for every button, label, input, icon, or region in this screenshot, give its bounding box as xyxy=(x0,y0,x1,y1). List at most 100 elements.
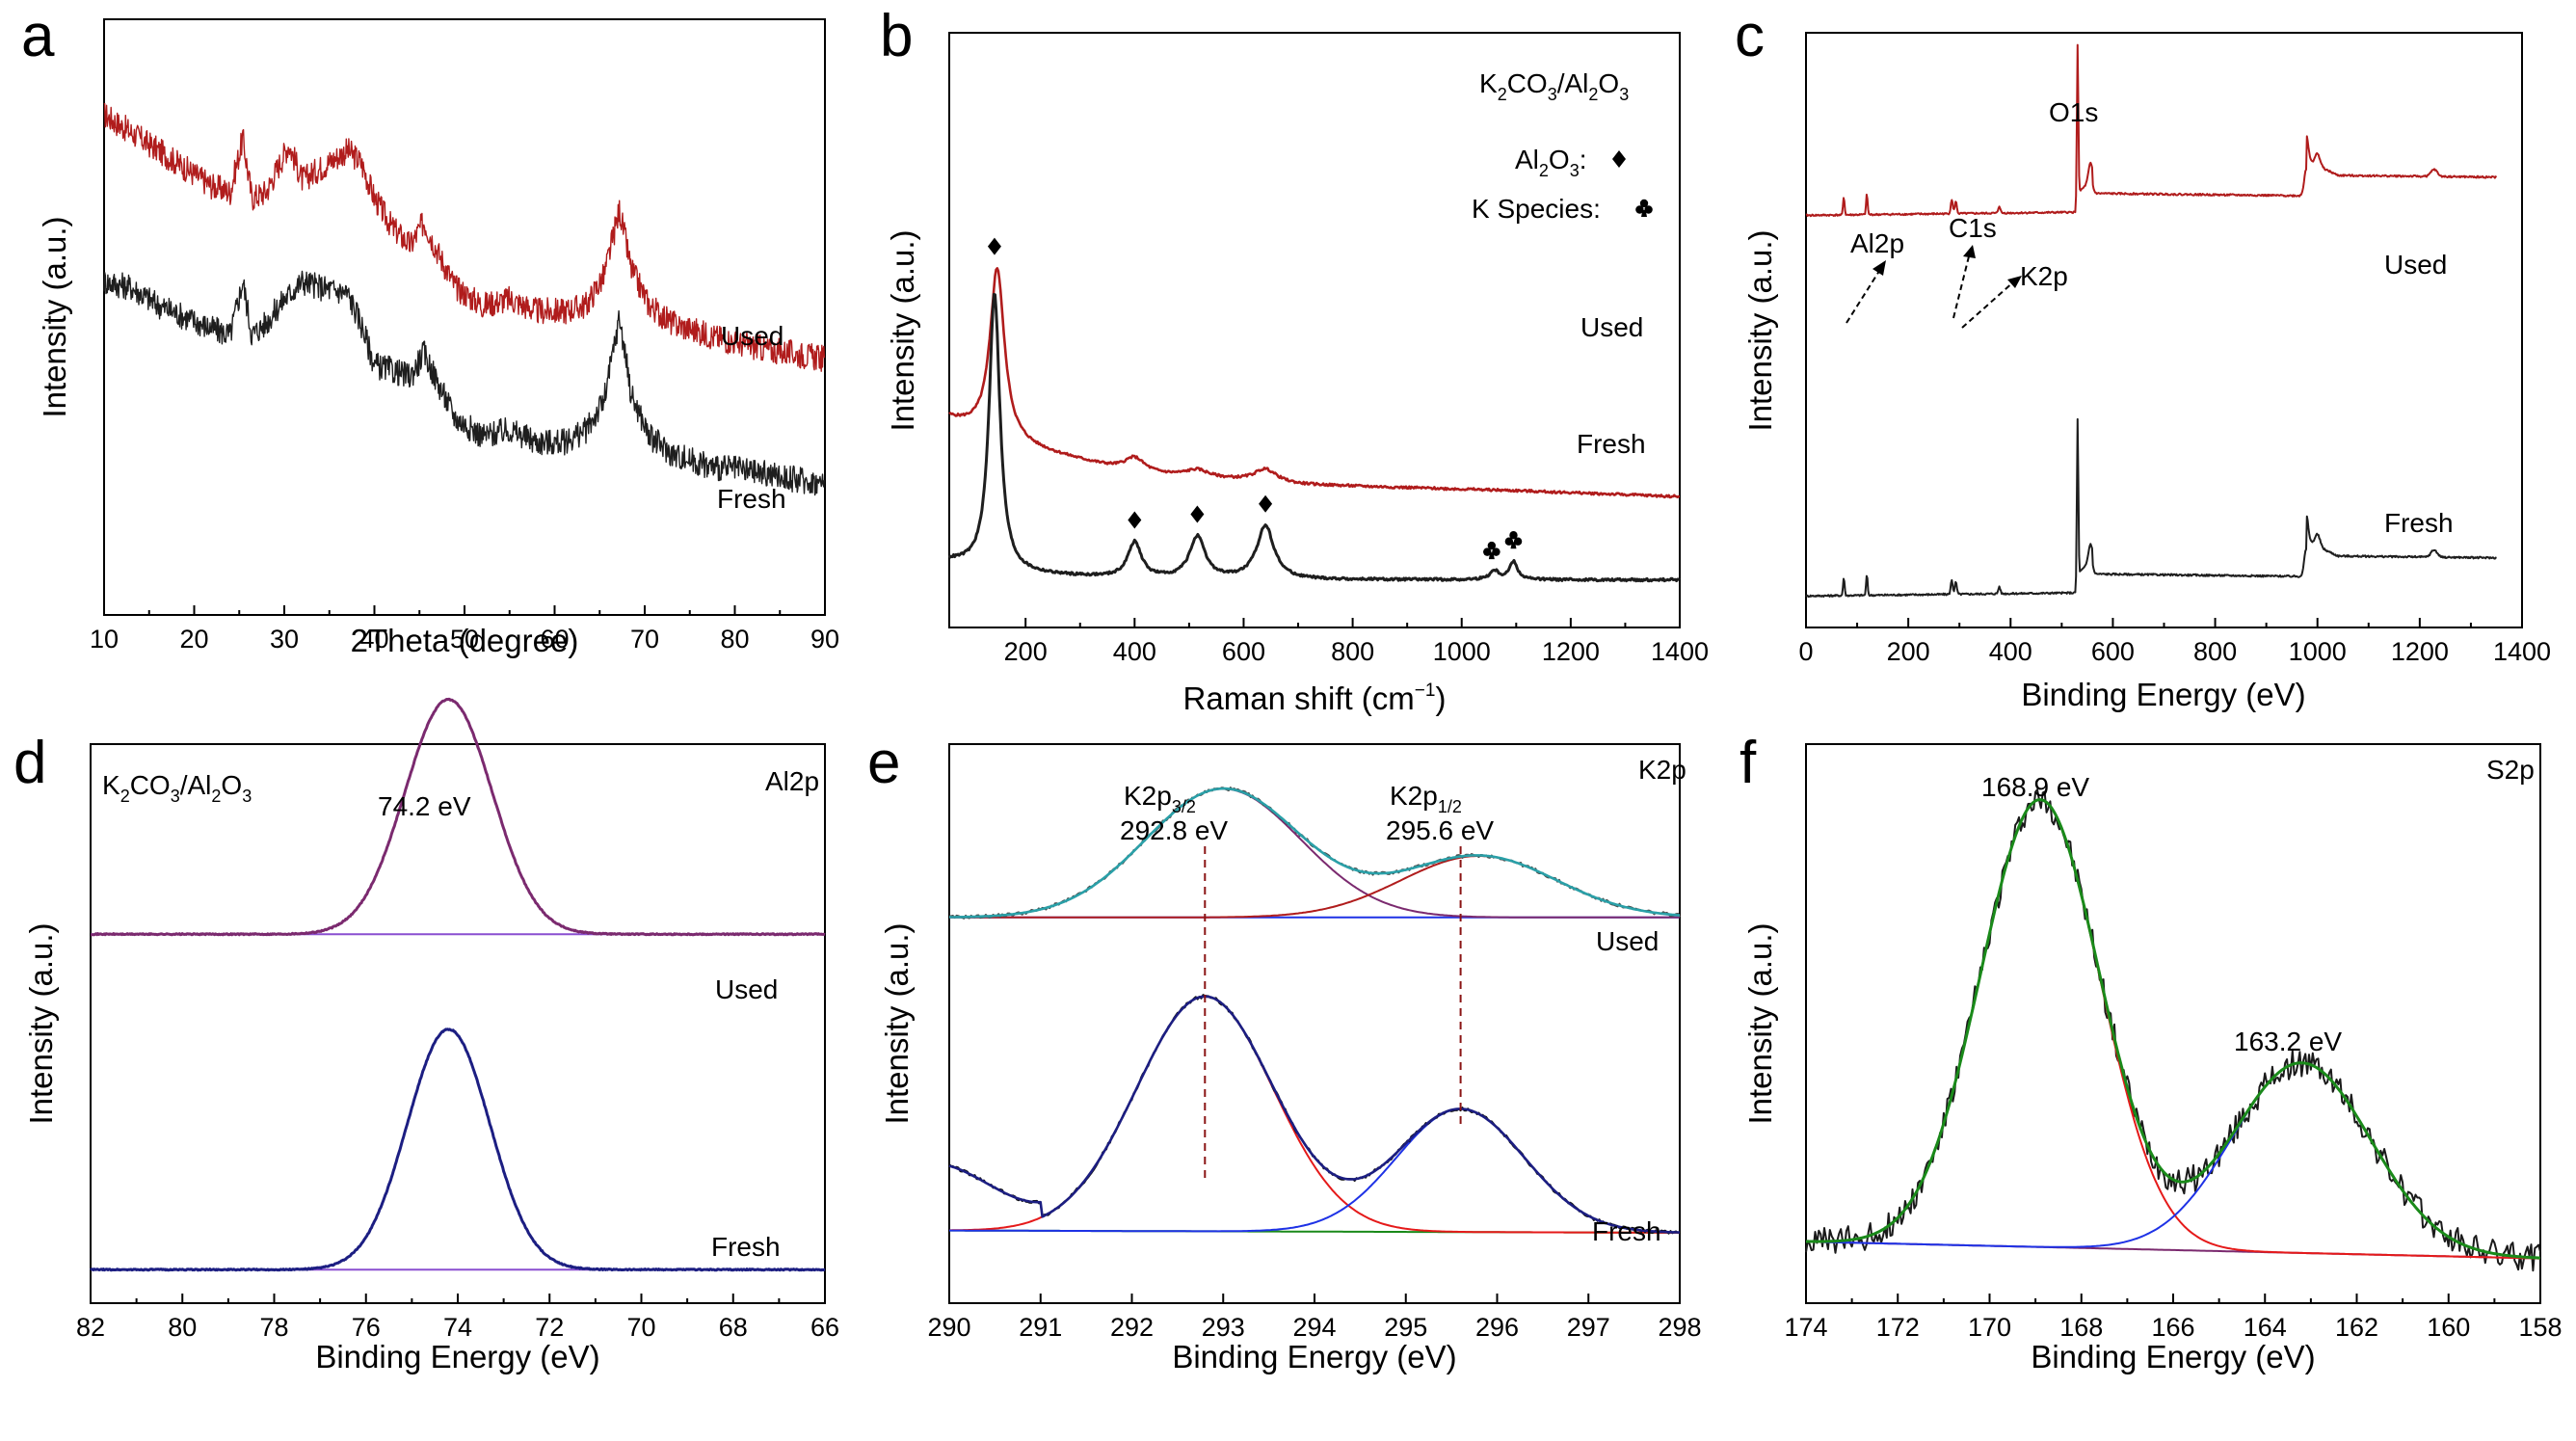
panel-b-xtick-label: 1400 xyxy=(1651,637,1709,666)
panel-f-xtick-label: 160 xyxy=(2427,1313,2470,1342)
panel-a-ylabel: Intensity (a.u.) xyxy=(37,216,72,417)
panel-f-xtick-label: 166 xyxy=(2151,1313,2194,1342)
panel-e-xtick-label: 291 xyxy=(1019,1313,1062,1342)
panel-e-peak1-name: K2p3/2 xyxy=(1124,781,1196,816)
panel-c-xtick-label: 800 xyxy=(2193,637,2237,666)
panel-f-raw xyxy=(1805,788,2541,1272)
panel-a-xtick-label: 30 xyxy=(270,625,299,654)
panel-c-used-label: Used xyxy=(2384,250,2447,280)
panel-b-series xyxy=(947,267,1681,583)
panel-c-ylabel: Intensity (a.u.) xyxy=(1742,229,1778,431)
panel-e-used-label: Used xyxy=(1596,926,1659,956)
panel-f-xtick-label: 162 xyxy=(2335,1313,2378,1342)
panel-c-xtick-label: 0 xyxy=(1798,637,1813,666)
panel-d-xtick-label: 76 xyxy=(352,1313,381,1342)
panel-e-corner-label: K2p xyxy=(1638,755,1686,785)
panel-f-xtick-label: 170 xyxy=(1968,1313,2011,1342)
panel-e-fit-used xyxy=(949,787,1681,919)
panel-d-xtick-label: 80 xyxy=(168,1313,197,1342)
panel-c-frame xyxy=(1805,32,2523,628)
panel-d-xtick-label: 70 xyxy=(626,1313,655,1342)
panel-d-frame xyxy=(90,743,826,1304)
panel-e-ylabel: Intensity (a.u.) xyxy=(879,922,915,1124)
panel-c-letter: c xyxy=(1735,3,1765,69)
panel-f-fit xyxy=(1806,798,2541,1260)
panel-b-letter: b xyxy=(880,3,913,69)
panel-e-frame xyxy=(948,743,1681,1304)
panel-a-letter: a xyxy=(21,3,55,69)
panel-a-line-used xyxy=(103,102,826,372)
panel-d-letter: d xyxy=(13,730,46,796)
panel-d-xticks: 82 80 78 76 74 72 70 68 66 xyxy=(76,1294,839,1342)
panel-d-xtick-label: 82 xyxy=(76,1313,105,1342)
panel-b-line-fresh xyxy=(947,292,1681,583)
panel-e: e 290 291 292 293 294 295 296 297 298 K2p K2p3/2… xyxy=(867,730,1702,1374)
panel-b-xtick-label: 800 xyxy=(1331,637,1374,666)
panel-a-fresh-label: Fresh xyxy=(717,484,786,514)
panel-e-xtick-label: 290 xyxy=(927,1313,970,1342)
panel-e-peak1-value: 292.8 eV xyxy=(1120,815,1228,845)
panel-c-arrows xyxy=(1846,252,2015,329)
panel-b-legend-al2o3: Al2O3: xyxy=(1515,145,1587,180)
panel-a-xtick-label: 50 xyxy=(450,625,479,654)
panel-d-title: K2CO3/Al2O3 xyxy=(102,770,252,806)
panel-d-used-label: Used xyxy=(715,974,778,1004)
panel-f-series xyxy=(1805,788,2541,1272)
panel-c-al2p-label: Al2p xyxy=(1850,228,1904,258)
panel-a-xticks: 10 20 30 40 50 60 70 80 90 xyxy=(90,605,839,654)
panel-d-xtick-label: 78 xyxy=(259,1313,288,1342)
panel-b-xticks: 200 400 600 800 1000 1200 1400 xyxy=(1004,618,1709,666)
panel-a-xtick-label: 60 xyxy=(540,625,569,654)
panel-b-legend-k: K Species: xyxy=(1472,194,1601,224)
panel-c-xticks: 0 200 400 600 800 1000 1200 1400 xyxy=(1798,618,2551,666)
panel-d-xtick-label: 66 xyxy=(810,1313,839,1342)
panel-c-xtick-label: 400 xyxy=(1989,637,2032,666)
panel-d-series xyxy=(89,697,826,1272)
panel-e-xtick-label: 298 xyxy=(1658,1313,1701,1342)
panel-d-line-used xyxy=(90,697,826,937)
panel-f-xtick-label: 168 xyxy=(2059,1313,2103,1342)
panel-e-xtick-label: 294 xyxy=(1292,1313,1336,1342)
panel-a: a 10 20 30 40 50 60 70 80 90 Used Fresh 2Theta (… xyxy=(21,3,839,658)
panel-e-xtick-label: 295 xyxy=(1384,1313,1427,1342)
panel-d: d 82 80 78 76 74 72 70 68 66 K2CO3/Al2O3 Al2p 74… xyxy=(13,697,839,1374)
panel-b-frame xyxy=(948,32,1681,628)
panel-f-peak1-label: 168.9 eV xyxy=(1981,772,2089,802)
panel-c-xtick-label: 600 xyxy=(2091,637,2135,666)
panel-e-comp1-fresh xyxy=(949,995,1680,1234)
panel-f-xlabel: Binding Energy (eV) xyxy=(2031,1339,2315,1374)
panel-b-xlabel: Raman shift (cm−1) xyxy=(1183,680,1447,716)
panel-b: b 200 400 600 800 1000 1200 1400 K2CO3/Al2O3 A… xyxy=(880,3,1709,716)
panel-a-xtick-label: 10 xyxy=(90,625,119,654)
panel-b-fresh-label: Fresh xyxy=(1577,429,1646,459)
panel-d-xlabel: Binding Energy (eV) xyxy=(315,1339,599,1374)
diamond-marker-icon xyxy=(1128,511,1142,529)
diamond-marker-icon xyxy=(1259,494,1273,513)
panel-f-xtick-label: 158 xyxy=(2518,1313,2562,1342)
panel-c-xlabel: Binding Energy (eV) xyxy=(2021,677,2305,712)
panel-f-comp2 xyxy=(1806,1061,2541,1260)
panel-e-xticks: 290 291 292 293 294 295 296 297 298 xyxy=(927,1294,1702,1342)
panel-a-xtick-label: 90 xyxy=(810,625,839,654)
panel-e-series xyxy=(948,787,1681,1235)
panel-e-xtick-label: 292 xyxy=(1110,1313,1154,1342)
panel-e-comp2-fresh xyxy=(949,1107,1681,1234)
panel-a-line-fresh xyxy=(103,270,826,496)
panel-a-used-label: Used xyxy=(721,321,783,351)
panel-b-xtick-label: 1000 xyxy=(1433,637,1491,666)
panel-b-used-label: Used xyxy=(1580,312,1643,342)
panel-d-xtick-label: 74 xyxy=(443,1313,472,1342)
legend-diamond-icon xyxy=(1612,150,1626,168)
panel-c-fresh-label: Fresh xyxy=(2384,508,2454,538)
panel-e-xlabel: Binding Energy (eV) xyxy=(1172,1339,1456,1374)
panel-c-xtick-label: 1400 xyxy=(2493,637,2551,666)
panel-e-peak2-name: K2p1/2 xyxy=(1390,781,1462,816)
panel-b-xtick-label: 1200 xyxy=(1542,637,1600,666)
panel-e-peak2-value: 295.6 eV xyxy=(1386,815,1494,845)
club-marker-icon xyxy=(1483,541,1500,560)
panel-f: f 174 172 170 168 166 164 162 160 158 S2p 168.9 … xyxy=(1739,730,2563,1374)
panel-c-series xyxy=(1805,43,2498,599)
panel-b-line-used xyxy=(948,267,1681,499)
club-marker-icon xyxy=(1504,531,1523,549)
panel-d-line-fresh xyxy=(89,1027,826,1272)
